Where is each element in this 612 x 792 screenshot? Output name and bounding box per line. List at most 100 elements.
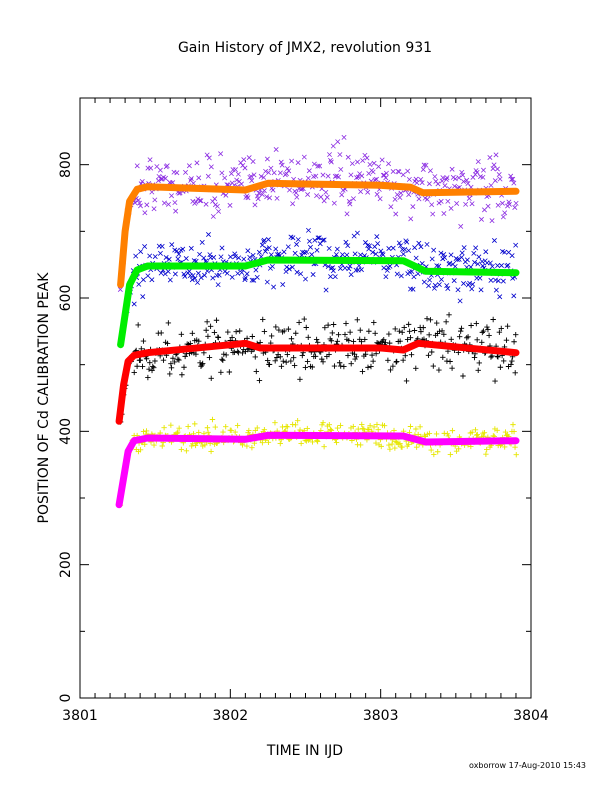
data-point xyxy=(460,373,466,379)
data-point xyxy=(400,357,406,363)
data-point xyxy=(491,162,497,168)
data-point xyxy=(185,423,191,430)
data-point xyxy=(440,175,446,181)
data-point xyxy=(423,162,429,168)
data-point xyxy=(498,325,504,332)
data-point xyxy=(406,248,412,254)
data-point xyxy=(308,244,313,250)
data-point xyxy=(227,202,233,208)
data-point xyxy=(209,416,216,423)
data-point xyxy=(342,265,348,271)
data-point xyxy=(426,283,432,289)
data-point xyxy=(386,246,392,251)
data-point xyxy=(256,377,263,384)
data-point xyxy=(447,260,453,266)
tick-labels: 3801 3802 3803 3804 0 200 400 600 800 xyxy=(58,151,549,724)
data-point xyxy=(292,422,299,428)
data-point xyxy=(495,278,501,284)
data-point xyxy=(325,322,331,328)
data-point xyxy=(267,195,273,201)
data-point xyxy=(341,363,347,370)
data-point xyxy=(176,425,182,431)
data-point xyxy=(284,424,291,430)
data-point xyxy=(152,254,158,260)
data-point xyxy=(236,255,242,261)
data-point xyxy=(314,438,321,445)
data-point xyxy=(432,174,438,180)
data-point xyxy=(500,214,506,220)
data-point xyxy=(357,327,363,333)
data-point xyxy=(359,421,365,428)
data-point xyxy=(176,190,182,196)
data-point xyxy=(204,319,210,325)
data-point xyxy=(370,358,376,364)
data-point xyxy=(352,356,358,362)
data-point xyxy=(399,444,405,450)
data-point xyxy=(156,173,162,179)
data-point xyxy=(390,363,396,369)
data-point xyxy=(199,239,205,245)
data-point xyxy=(378,248,384,254)
data-point xyxy=(244,271,250,277)
data-point xyxy=(477,275,483,281)
data-point xyxy=(421,162,427,168)
data-point xyxy=(428,447,434,453)
data-point xyxy=(444,175,450,181)
data-point xyxy=(176,251,182,257)
data-point xyxy=(169,193,175,199)
data-point xyxy=(352,251,358,257)
data-point xyxy=(408,351,415,358)
data-point xyxy=(255,196,261,202)
data-point xyxy=(303,324,309,331)
data-point xyxy=(281,328,287,334)
data-point xyxy=(492,178,498,184)
data-point xyxy=(330,321,337,328)
data-point xyxy=(201,255,207,261)
data-point xyxy=(448,336,454,342)
data-point xyxy=(167,371,173,377)
data-point xyxy=(464,335,470,341)
fit-line xyxy=(115,339,520,425)
data-point xyxy=(484,324,490,330)
data-point xyxy=(367,422,373,429)
data-point xyxy=(467,280,473,286)
data-point xyxy=(337,152,343,158)
data-point xyxy=(317,163,323,169)
data-point xyxy=(298,271,304,277)
data-point xyxy=(392,196,398,202)
data-point xyxy=(452,263,458,269)
data-point xyxy=(197,251,203,257)
data-point xyxy=(440,354,446,361)
data-point xyxy=(219,170,225,176)
data-point xyxy=(513,242,519,248)
data-point xyxy=(321,237,327,243)
data-point xyxy=(279,162,285,168)
data-point xyxy=(393,438,399,445)
data-point xyxy=(350,423,356,430)
data-point xyxy=(493,287,499,293)
series-6 xyxy=(117,416,519,508)
series-5 xyxy=(115,339,520,425)
data-point xyxy=(316,235,322,241)
data-point xyxy=(228,171,234,177)
data-point xyxy=(264,357,271,364)
data-point xyxy=(272,419,278,426)
data-point xyxy=(406,192,412,198)
data-point xyxy=(285,244,291,250)
data-point xyxy=(326,421,332,428)
data-point xyxy=(207,323,214,329)
data-point xyxy=(271,284,277,290)
data-point xyxy=(460,172,466,178)
data-point xyxy=(216,272,222,278)
data-point xyxy=(348,425,354,431)
data-point xyxy=(458,325,465,332)
data-point xyxy=(491,238,497,244)
data-point xyxy=(366,328,372,334)
data-point xyxy=(228,254,233,260)
data-point xyxy=(425,352,432,359)
data-point xyxy=(480,328,487,334)
data-point xyxy=(248,173,254,179)
data-point xyxy=(241,157,247,163)
data-point xyxy=(249,444,255,451)
data-point xyxy=(270,187,276,193)
